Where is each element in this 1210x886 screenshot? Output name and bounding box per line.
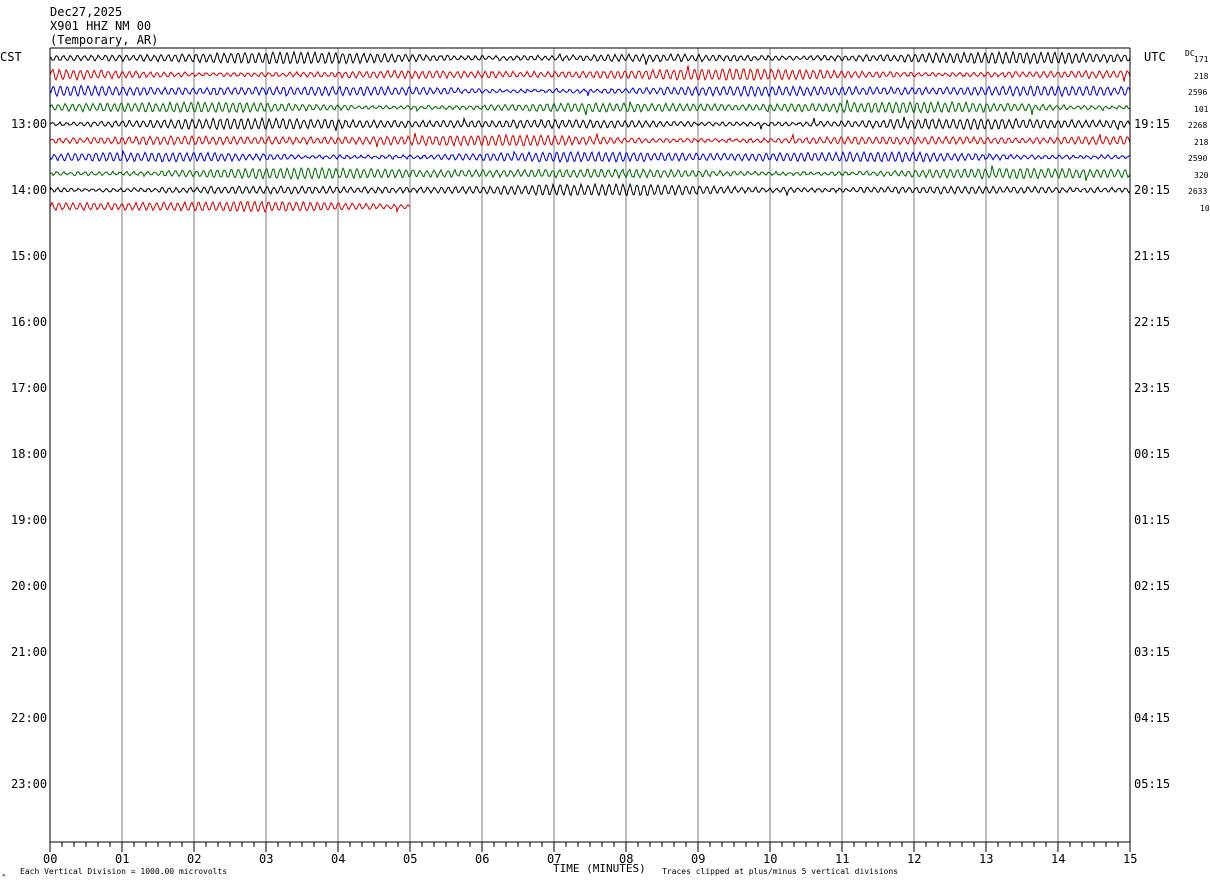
minute-grid <box>121 48 1059 842</box>
scale-footer: Each Vertical Division = 1000.00 microvo… <box>20 867 228 876</box>
right-hour-label: 19:15 <box>1134 117 1171 131</box>
trace-1330 <box>49 149 1131 164</box>
x-axis-ticks <box>49 842 1131 852</box>
dc-value-label: 218 <box>1194 71 1209 81</box>
left-timezone-label: CST <box>0 50 22 64</box>
header-date: Dec27,2025 <box>50 5 123 19</box>
x-tick-label: 09 <box>691 852 706 866</box>
x-tick-label: 08 <box>619 852 634 866</box>
x-tick-label: 03 <box>259 852 274 866</box>
x-tick-label: 07 <box>547 852 562 866</box>
trace-1300 <box>49 116 1131 131</box>
left-hour-label: 17:00 <box>11 381 48 395</box>
x-tick-label: 14 <box>1051 852 1066 866</box>
right-hour-label: 02:15 <box>1134 579 1171 593</box>
x-tick-label: 15 <box>1123 852 1138 866</box>
dc-value-label: 10 <box>1200 203 1210 213</box>
corner-mark-icon: ✕ <box>2 872 6 879</box>
left-hour-label: 20:00 <box>11 579 48 593</box>
left-hour-label: 15:00 <box>11 249 48 263</box>
dc-value-label: 101 <box>1194 104 1209 114</box>
trace-1215 <box>49 65 1131 82</box>
left-hour-label: 22:00 <box>11 711 48 725</box>
dc-value-label: 2590 <box>1188 154 1208 163</box>
dc-value-label: 2633 <box>1188 187 1208 196</box>
right-hour-label: 23:15 <box>1134 381 1171 395</box>
x-tick-label: 02 <box>187 852 202 866</box>
left-hour-label: 21:00 <box>11 645 48 659</box>
left-hour-label: 14:00 <box>11 183 48 197</box>
x-tick-label: 04 <box>331 852 346 866</box>
x-tick-label: 13 <box>979 852 994 866</box>
right-hour-label: 01:15 <box>1134 513 1171 527</box>
x-tick-label: 00 <box>43 852 58 866</box>
right-hour-label: 20:15 <box>1134 183 1171 197</box>
right-hour-label: 22:15 <box>1134 315 1171 329</box>
x-axis-title: TIME (MINUTES) <box>553 862 646 875</box>
trace-1315 <box>49 132 1131 148</box>
x-tick-label: 12 <box>907 852 922 866</box>
x-tick-label: 11 <box>835 852 850 866</box>
right-hour-label: 05:15 <box>1134 777 1171 791</box>
trace-1230 <box>49 84 1131 98</box>
x-tick-label: 01 <box>115 852 130 866</box>
x-tick-label: 10 <box>763 852 778 866</box>
right-hour-label: 00:15 <box>1134 447 1171 461</box>
left-hour-label: 23:00 <box>11 777 48 791</box>
left-hour-label: 16:00 <box>11 315 48 329</box>
dc-value-label: 2596 <box>1188 88 1208 97</box>
header-location: (Temporary, AR) <box>50 33 159 47</box>
seismic-traces <box>49 50 1131 214</box>
right-timezone-label: UTC <box>1144 50 1166 64</box>
left-hour-label: 13:00 <box>11 117 48 131</box>
plot-frame <box>49 47 1131 843</box>
header-station: X901 HHZ NM 00 <box>50 19 152 33</box>
dc-value-label: 320 <box>1194 170 1209 180</box>
clip-footer: Traces clipped at plus/minus 5 vertical … <box>662 867 899 876</box>
right-hour-label: 03:15 <box>1134 645 1171 659</box>
dc-value-label: 171 <box>1194 55 1209 64</box>
dc-label: DC <box>1185 49 1195 58</box>
right-hour-label: 04:15 <box>1134 711 1171 725</box>
dc-value-label: 218 <box>1194 137 1209 147</box>
trace-1415 <box>49 200 411 214</box>
right-hour-label: 21:15 <box>1134 249 1171 263</box>
trace-1245 <box>49 99 1131 116</box>
left-hour-label: 18:00 <box>11 447 48 461</box>
trace-1200 <box>49 50 1131 65</box>
dc-value-label: 2268 <box>1188 121 1208 130</box>
x-tick-label: 06 <box>475 852 490 866</box>
trace-1345 <box>49 165 1131 181</box>
trace-1400 <box>49 182 1131 197</box>
left-hour-label: 19:00 <box>11 513 48 527</box>
x-tick-label: 05 <box>403 852 418 866</box>
